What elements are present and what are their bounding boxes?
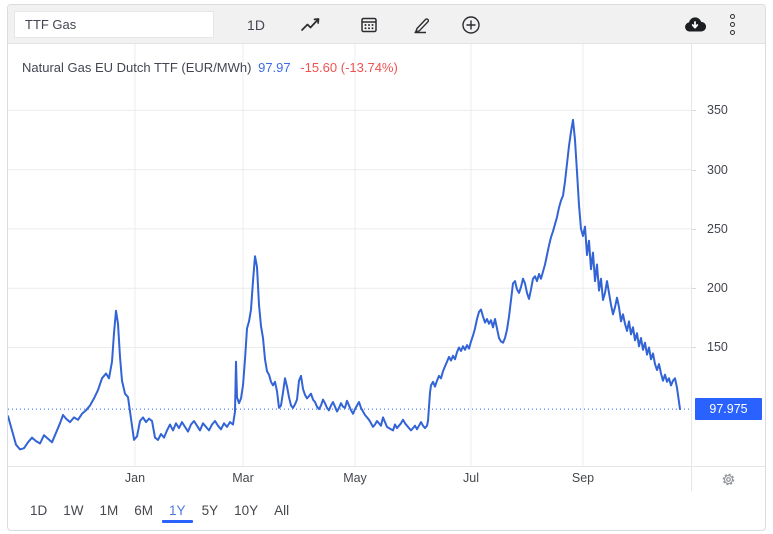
symbol-title: Natural Gas EU Dutch TTF (EUR/MWh)	[22, 60, 252, 75]
y-tick-label: 150	[707, 340, 728, 354]
pencil-icon	[411, 15, 433, 35]
y-tick-label: 200	[707, 281, 728, 295]
compare-button[interactable]	[456, 5, 486, 44]
x-tick-label-mar: Mar	[232, 471, 254, 485]
x-tick-label-sep: Sep	[571, 471, 595, 485]
last-price: 97.97	[258, 60, 291, 75]
price-series-line	[8, 118, 681, 451]
calendar-button[interactable]	[354, 5, 384, 44]
range-option-1y[interactable]: 1Y	[162, 491, 192, 529]
x-tick-label-jan: Jan	[124, 471, 146, 485]
legend: Natural Gas EU Dutch TTF (EUR/MWh) 97.97…	[22, 60, 398, 75]
line-style-button[interactable]	[296, 5, 326, 44]
range-option-5y[interactable]: 5Y	[201, 502, 219, 518]
range-option-6m[interactable]: 6M	[134, 502, 154, 518]
y-tick-mark	[692, 288, 696, 289]
time-axis-row: Jan Mar May Jul Sep	[8, 467, 765, 491]
calendar-icon	[359, 15, 379, 35]
series-canvas	[8, 44, 691, 466]
time-scale[interactable]: Jan Mar May Jul Sep	[8, 467, 691, 491]
draw-button[interactable]	[407, 5, 437, 44]
toolbar: 1D	[8, 5, 765, 44]
gear-icon[interactable]	[721, 472, 736, 487]
range-selector: 1D 1W 1M 6M 1Y 5Y 10Y All	[8, 491, 765, 529]
compare-plus-icon	[460, 14, 482, 36]
y-tick-label: 250	[707, 222, 728, 236]
more-menu-button[interactable]	[720, 5, 744, 44]
y-tick-mark	[692, 170, 696, 171]
price-chart[interactable]: Natural Gas EU Dutch TTF (EUR/MWh) 97.97…	[8, 44, 691, 466]
range-option-1d[interactable]: 1D	[30, 502, 48, 518]
cloud-download-icon	[683, 16, 707, 33]
interval-button[interactable]: 1D	[240, 5, 272, 44]
range-option-all[interactable]: All	[274, 502, 290, 518]
y-tick-mark	[692, 347, 696, 348]
current-price-tag: 97.975	[695, 398, 762, 420]
range-option-1m[interactable]: 1M	[99, 502, 119, 518]
line-style-icon	[300, 16, 322, 34]
y-tick-label: 300	[707, 163, 728, 177]
y-tick-mark	[692, 110, 696, 111]
download-button[interactable]	[680, 5, 710, 44]
price-change: -15.60 (-13.74%)	[300, 60, 398, 75]
kebab-menu-icon	[729, 14, 735, 35]
y-tick-label: 350	[707, 103, 728, 117]
y-tick-mark	[692, 229, 696, 230]
price-scale[interactable]: 97.975 150 200 250 300 350	[691, 44, 765, 466]
chart-area: Natural Gas EU Dutch TTF (EUR/MWh) 97.97…	[8, 44, 765, 467]
x-tick-label-jul: Jul	[463, 471, 479, 485]
range-option-1w[interactable]: 1W	[63, 502, 84, 518]
settings-cell	[691, 467, 765, 491]
range-option-10y[interactable]: 10Y	[234, 502, 259, 518]
chart-widget: 1D	[7, 4, 766, 531]
symbol-search-input[interactable]	[14, 11, 214, 38]
x-tick-label-may: May	[343, 471, 367, 485]
